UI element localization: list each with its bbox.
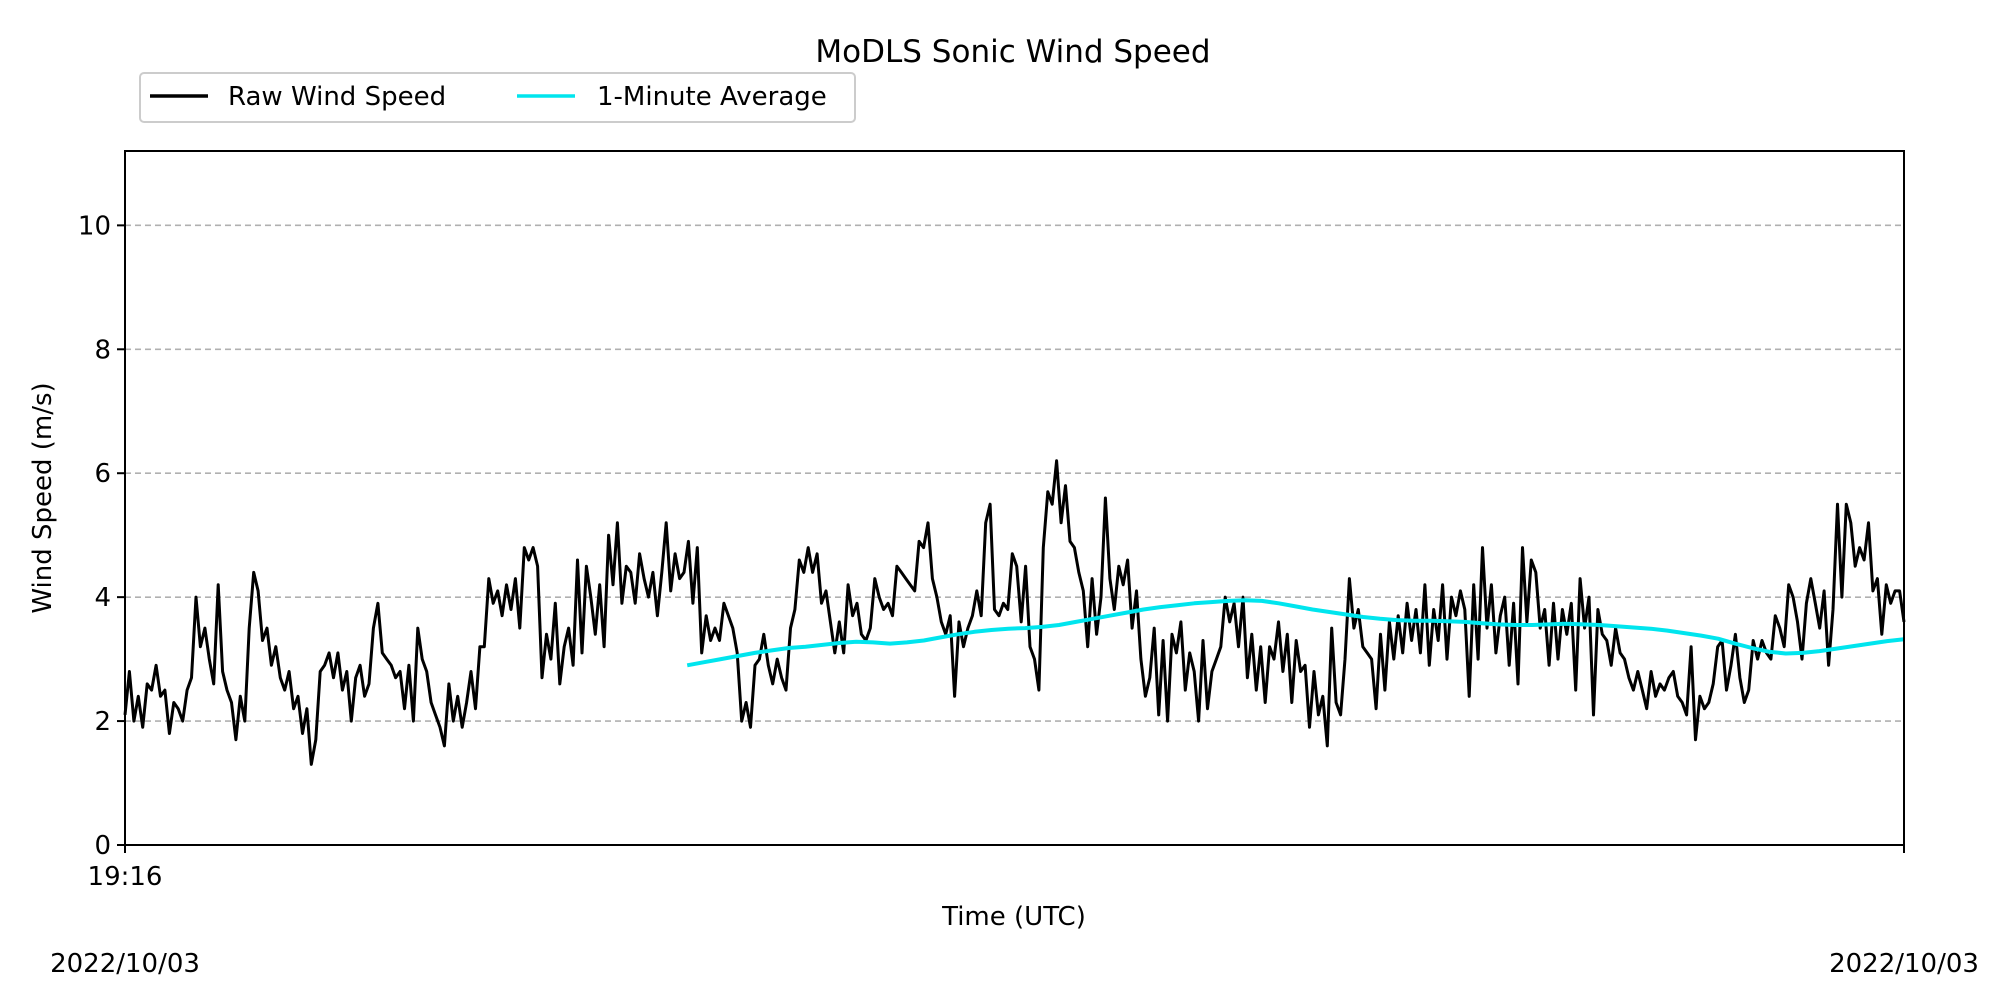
- series-layer: [123, 459, 1906, 766]
- plot-frame: [124, 150, 1905, 846]
- chart-title: MoDLS Sonic Wind Speed: [815, 34, 1210, 70]
- y-tick-label-6: 6: [94, 459, 111, 489]
- y-tick-label-4: 4: [94, 583, 111, 613]
- legend-raw-label: Raw Wind Speed: [228, 82, 446, 112]
- y-tick-label-10: 10: [78, 211, 111, 241]
- y-gridlines: [125, 224, 1904, 722]
- y-tick-label-2: 2: [94, 707, 111, 737]
- y-axis-ticks: 0 2 4 6 8 10: [78, 211, 125, 861]
- legend: Raw Wind Speed 1-Minute Average: [139, 72, 856, 123]
- series-1-minute-average-line: [686, 598, 1905, 668]
- x-axis-label: Time (UTC): [941, 902, 1086, 932]
- legend-box: [139, 72, 856, 123]
- x-tick-label-start: 19:16: [88, 862, 163, 892]
- y-tick-label-8: 8: [94, 335, 111, 365]
- legend-avg-label: 1-Minute Average: [597, 82, 827, 112]
- y-axis-label: Wind Speed (m/s): [28, 382, 58, 613]
- y-tick-label-0: 0: [94, 831, 111, 861]
- date-left: 2022/10/03: [50, 949, 200, 979]
- series-raw-wind-speed-line: [123, 459, 1906, 766]
- date-right: 2022/10/03: [1829, 949, 1979, 979]
